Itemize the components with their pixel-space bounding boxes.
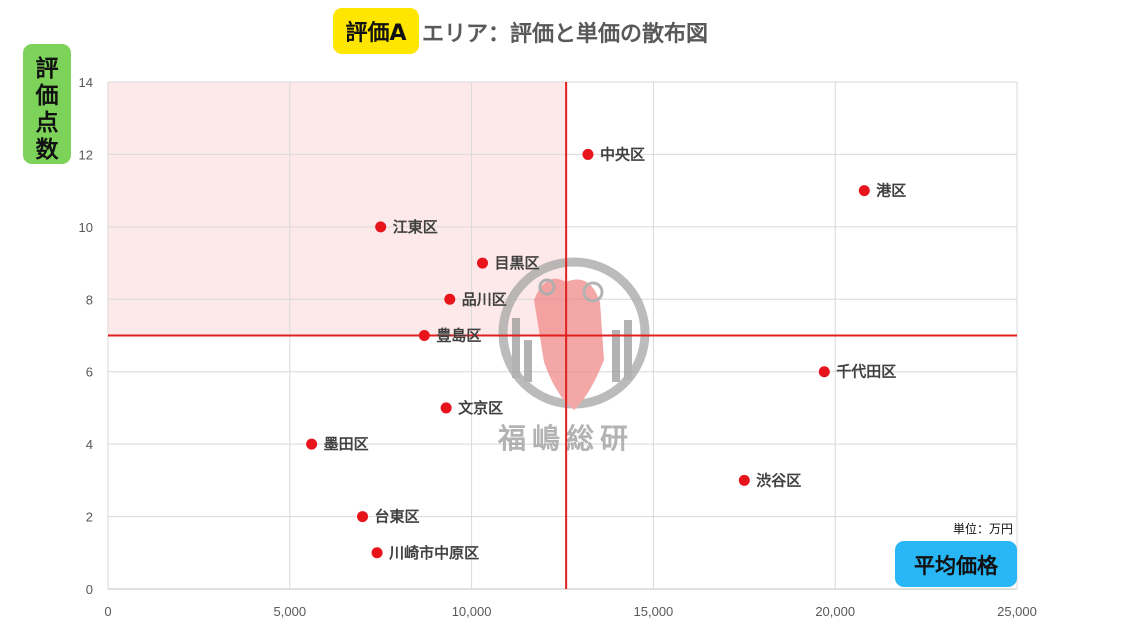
data-point: 品川区	[444, 290, 507, 308]
data-point-label: 文京区	[458, 399, 503, 417]
data-point-label: 渋谷区	[756, 471, 801, 489]
data-point: 豊島区	[418, 327, 481, 345]
y-axis-label-badge	[23, 44, 71, 164]
y-tick-label: 8	[86, 292, 93, 307]
x-axis-label: 平均価格	[895, 541, 1017, 587]
title-badge	[333, 8, 419, 54]
data-point-label: 豊島区	[436, 327, 481, 345]
data-point-label: 品川区	[462, 290, 507, 308]
logo-emblem-icon	[498, 257, 650, 410]
data-point-marker	[306, 438, 318, 450]
data-point-marker	[375, 221, 387, 233]
y-tick-label: 0	[86, 582, 93, 597]
data-point: 千代田区	[818, 363, 896, 381]
data-point-marker	[477, 257, 489, 269]
x-axis-ticks: 0 5,000 10,000 15,000 20,000 25,000	[104, 604, 1037, 619]
data-point-label: 中央区	[600, 145, 645, 163]
quadrant-lines	[108, 82, 1017, 589]
data-point: 港区	[858, 182, 906, 200]
y-tick-label: 4	[86, 437, 93, 452]
x-axis-label-badge	[895, 541, 1017, 587]
highlight-region-layer	[108, 82, 567, 336]
x-tick-label: 15,000	[634, 604, 674, 619]
title-badge-text: 評価A	[345, 20, 406, 46]
data-point-label: 台東区	[375, 508, 420, 526]
y-tick-label: 10	[79, 220, 93, 235]
data-point-marker	[858, 185, 870, 197]
data-point-label: 目黒区	[495, 254, 540, 272]
y-tick-label: 14	[79, 75, 93, 90]
y-tick-label: 6	[86, 365, 93, 380]
chart-title: 評価A エリア：評価と単価の散布図	[333, 8, 708, 54]
y-axis-label-text: 評価点数	[35, 55, 60, 163]
y-axis-ticks: 0 2 4 6 8 10 12 14	[79, 75, 93, 597]
data-point: 川崎市中原区	[371, 544, 479, 562]
title-text: エリア：評価と単価の散布図	[422, 21, 708, 47]
unit-note: 単位：万円	[953, 521, 1013, 536]
data-point-label: 千代田区	[836, 363, 896, 381]
data-point: 渋谷区	[738, 471, 801, 489]
data-point-marker	[357, 511, 369, 523]
data-point-label: 川崎市中原区	[388, 544, 479, 562]
data-point-marker	[371, 547, 383, 559]
watermark: 福嶋総研	[497, 257, 650, 455]
data-point-marker	[418, 330, 430, 341]
data-point-label: 江東区	[393, 218, 438, 236]
data-point: 江東区	[375, 218, 438, 236]
x-tick-label: 25,000	[997, 604, 1037, 619]
data-point: 中央区	[582, 145, 645, 163]
data-point: 墨田区	[306, 435, 369, 453]
data-point-marker	[582, 148, 594, 160]
x-tick-label: 20,000	[815, 604, 855, 619]
highlight-region	[108, 82, 567, 336]
y-axis-label: 評価点数	[23, 44, 71, 164]
data-point: 文京区	[440, 399, 503, 417]
x-axis-label-text: 平均価格	[914, 554, 999, 578]
x-tick-label: 10,000	[452, 604, 492, 619]
y-tick-label: 12	[79, 147, 93, 162]
data-point: 台東区	[357, 508, 420, 526]
data-point-marker	[738, 474, 750, 486]
data-point-label: 墨田区	[324, 435, 369, 453]
data-point-label: 港区	[876, 182, 906, 200]
data-point-marker	[440, 402, 452, 414]
data-point-marker	[818, 366, 830, 378]
data-point: 目黒区	[477, 254, 540, 272]
y-tick-label: 2	[86, 510, 93, 525]
x-tick-label: 0	[104, 604, 111, 619]
watermark-text: 福嶋総研	[497, 422, 634, 455]
x-tick-label: 5,000	[274, 604, 307, 619]
data-point-marker	[444, 293, 456, 305]
